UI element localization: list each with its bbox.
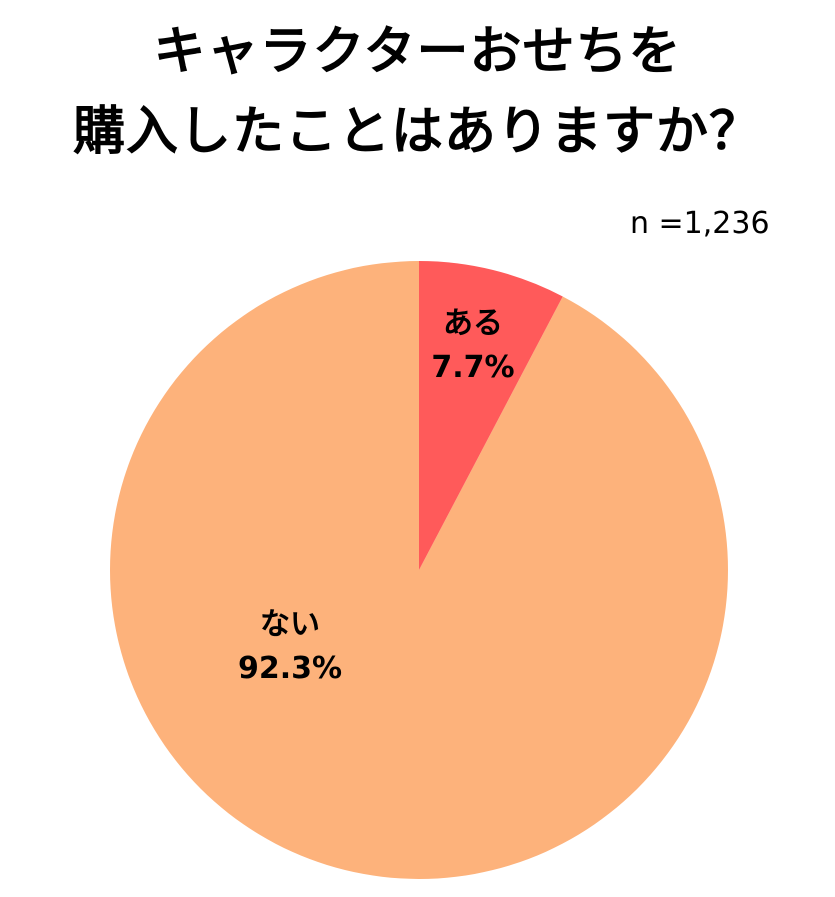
chart-title-line2: 購入したことはありますか？ [72, 102, 762, 162]
slice-label-yes-value: 7.7% [431, 350, 515, 385]
slice-label-yes: ある 7.7% [418, 302, 528, 390]
slice-label-no: ない 92.3% [220, 603, 360, 691]
sample-size-label: n =1,236 [630, 206, 770, 241]
slice-label-no-value: 92.3% [237, 651, 343, 686]
chart-title-line1: キャラクターおせちを [153, 22, 682, 82]
pie-slice-yes [419, 261, 563, 570]
slice-label-yes-name: ある [443, 306, 503, 341]
slice-label-no-name: ない [260, 607, 320, 642]
